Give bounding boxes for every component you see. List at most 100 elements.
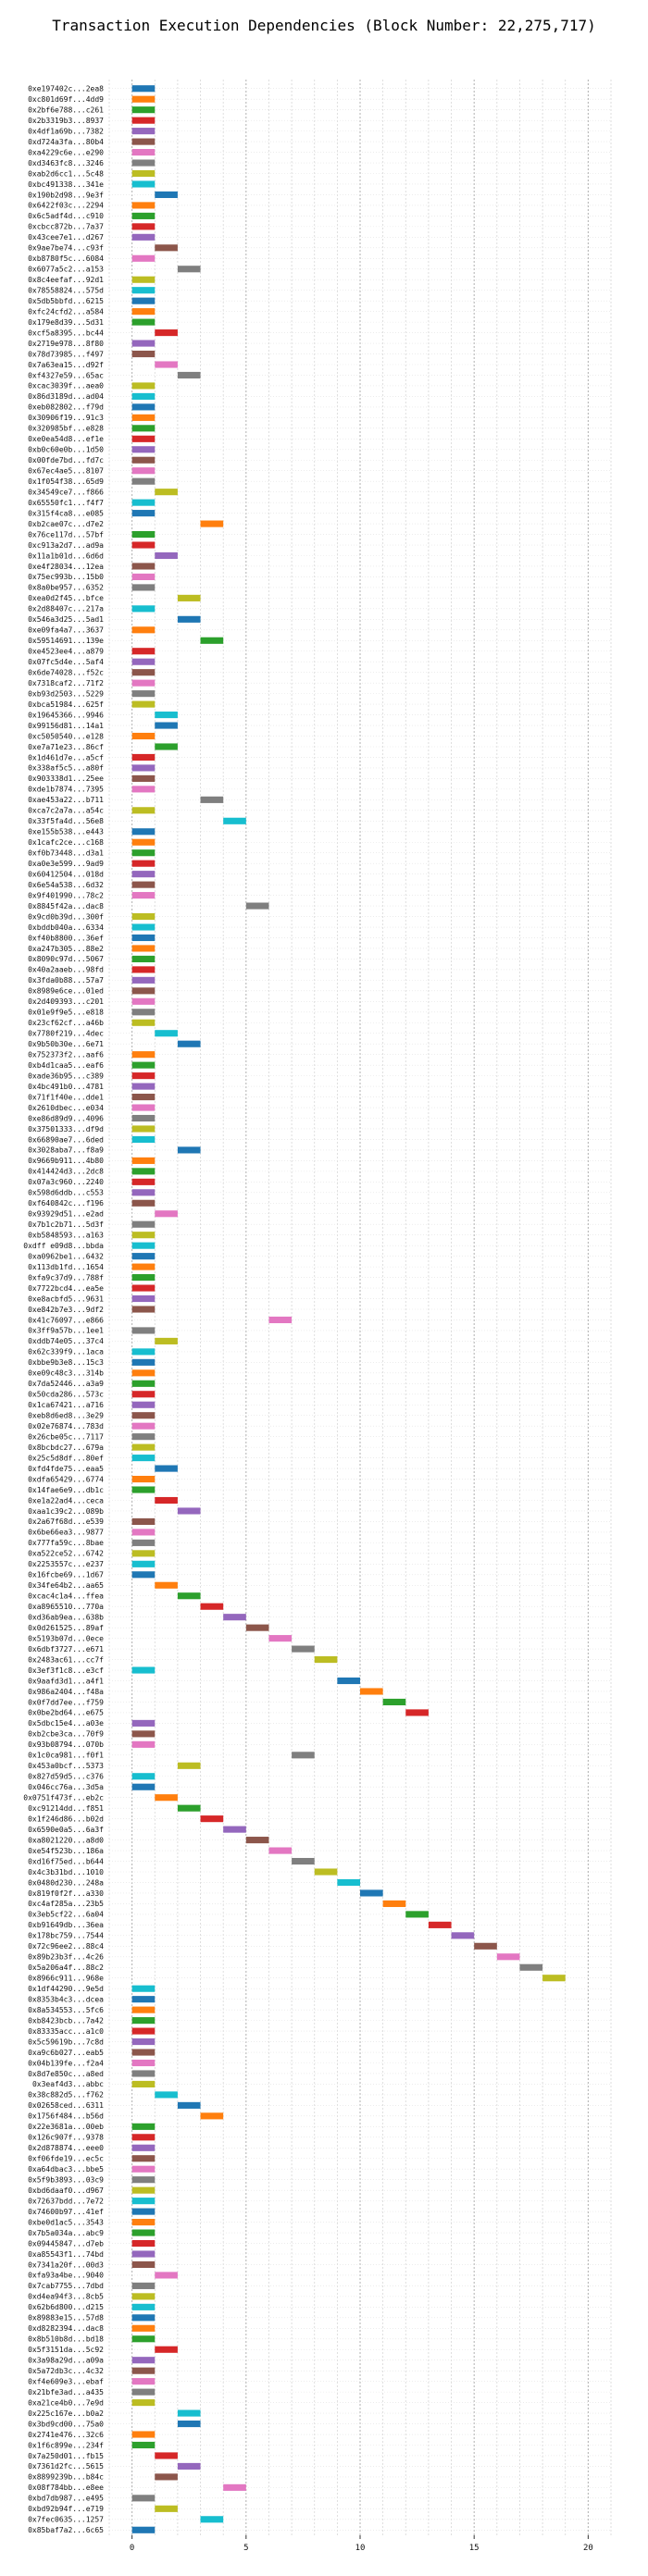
y-tick-label: 0x5f3151da...5c92 [28,2346,104,2354]
y-tick-label: 0xbca51984...625f [28,700,104,709]
bar [131,2303,156,2310]
bar [131,1135,156,1144]
y-tick-label: 0x113db1fd...1654 [28,1263,104,1271]
y-tick-label: 0x546a3d25...5ad1 [28,615,104,624]
y-tick-label: 0xa522ce52...6742 [28,1550,104,1558]
y-tick-label: 0x02658ced...6311 [28,2101,104,2110]
bar [155,2091,178,2099]
y-tick-label: 0xa0962be1...6432 [28,1252,104,1260]
bar [177,266,201,273]
y-tick-label: 0x1f6c899e...234f [28,2441,104,2449]
bar [292,1752,315,1759]
y-tick-label: 0x6077a5c2...a153 [28,266,104,274]
y-tick-label: 0xd3463fc8...3246 [28,159,104,167]
y-tick-label: 0x1d461d7e...a5cf [28,753,104,762]
bar [131,1486,156,1493]
bar [131,923,156,931]
bar [177,1040,201,1047]
y-tick-label: 0xbbe9b3e8...15c3 [28,1358,104,1367]
bar [131,456,156,464]
y-tick-label: 0xbe0d1ac5...3543 [28,2218,104,2226]
y-tick-label: 0x62b6d800...d215 [28,2303,104,2311]
bar [155,244,178,252]
bar [131,254,156,262]
bar [245,1837,269,1844]
y-tick-label: 0x3eb5cf22...6a04 [28,1911,104,1919]
bar [131,669,156,676]
bar [131,1560,156,1567]
x-tick-label: 15 [469,2544,480,2553]
y-tick-label: 0x6422f03c...2294 [28,202,104,210]
bar [131,1517,156,1525]
y-tick-label: 0x8899239b...b84c [28,2473,104,2482]
y-tick-label: 0x1f246d86...b02d [28,1814,104,1823]
y-tick-label: 0x5a206a4f...88c2 [28,1963,104,1972]
y-tick-label: 0x414424d3...2dc8 [28,1168,104,1176]
bar [131,95,156,103]
y-tick-label: 0x598d6ddb...c553 [28,1189,104,1197]
y-tick-label: 0xf0b73448...d3a1 [28,849,104,858]
bar [177,371,201,379]
bar [131,2526,156,2533]
bar [131,340,156,347]
y-tick-label: 0x11a1b01d...6d6d [28,551,104,560]
y-tick-label: 0x6dbf3727...e671 [28,1645,104,1653]
y-tick-label: 0x8966c911...968e [28,1975,104,1983]
bar [131,2431,156,2438]
bar [131,106,156,114]
bar [131,1996,156,2003]
bar [177,2101,201,2109]
y-tick-label: 0xa247b305...88e2 [28,945,104,953]
y-tick-label: 0x6be66ea3...9877 [28,1529,104,1537]
y-tick-label: 0x09445847...d7eb [28,2239,104,2248]
y-tick-label: 0x5193b07d...0ece [28,1634,104,1642]
y-tick-label: 0x5f9b3893...03c9 [28,2175,104,2184]
bar [131,159,156,167]
y-tick-label: 0x66890ae7...6ded [28,1135,104,1144]
bar [131,223,156,230]
y-tick-label: 0xe8acbfd5...9631 [28,1294,104,1303]
y-tick-label: 0xe09fa4a7...3637 [28,626,104,635]
y-tick-label: 0x93b08794...070b [28,1740,104,1749]
bar [155,489,178,496]
y-tick-label: 0x2741e476...32c6 [28,2431,104,2439]
bar [131,510,156,517]
bar [131,2186,156,2194]
bar [131,350,156,358]
bar [405,1911,429,1918]
bar [131,1550,156,1557]
bar [131,2260,156,2269]
y-tick-label: 0xb2cae07c...d7e2 [28,520,104,528]
bar [131,605,156,613]
bar [131,2335,156,2343]
y-tick-label: 0xd16f75ed...b644 [28,1857,104,1865]
bar [177,1762,201,1769]
bar [155,722,178,729]
y-tick-label: 0xe86d89d9...4096 [28,1114,104,1122]
bar [200,2516,224,2523]
y-tick-label: 0xa8965510...770a [28,1603,104,1611]
bar [131,2198,156,2205]
y-tick-label: 0x6590e0a5...6a3f [28,1826,104,1834]
bar [131,1391,156,1398]
y-tick-label: 0xa8021220...a8d0 [28,1836,104,1844]
bar [131,169,156,178]
bar [131,828,156,836]
bar [382,1698,406,1706]
y-tick-label: 0xe4f28034...12ea [28,563,104,571]
bar [131,774,156,782]
bar [131,1666,156,1674]
bar [131,1369,156,1377]
bar [131,1199,156,1207]
y-tick-label: 0x9ae7be74...c93f [28,244,104,253]
y-tick-label: 0x2253557c...e237 [28,1560,104,1568]
bar [131,573,156,580]
bar [337,1878,360,1887]
y-tick-label: 0x08f784bb...e8ee [28,2483,104,2492]
y-tick-label: 0x60412504...018d [28,870,104,878]
y-tick-label: 0xc5050540...e128 [28,732,104,740]
bar [155,1337,178,1344]
bar [131,2208,156,2215]
x-tick-label: 5 [243,2544,248,2553]
y-tick-label: 0xf640842c...f196 [28,1199,104,1208]
